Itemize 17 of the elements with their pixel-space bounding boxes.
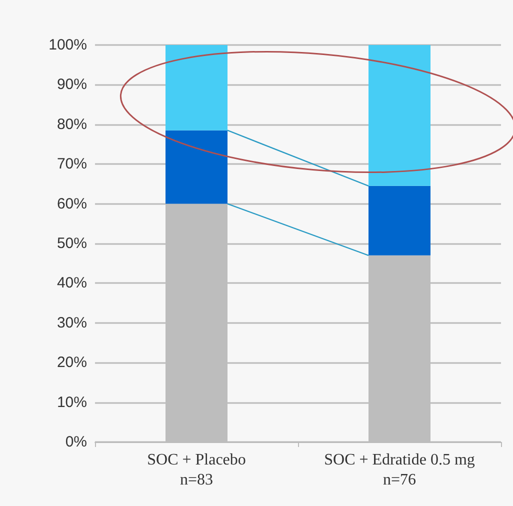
y-tick-label: 50% xyxy=(56,235,87,252)
y-tick-label: 40% xyxy=(56,274,87,292)
y-tick-label: 70% xyxy=(56,156,87,173)
bar xyxy=(368,186,430,256)
y-tick-label: 90% xyxy=(56,76,87,94)
y-tick-label: 10% xyxy=(56,394,87,411)
bar xyxy=(166,130,228,204)
x-tick-label: SOC + Placebo n=83 xyxy=(147,452,246,488)
bar xyxy=(368,45,430,186)
x-tick-label: SOC + Edratide 0.5 mg n=76 xyxy=(324,452,475,488)
bar xyxy=(166,45,228,130)
y-tick-label: 0% xyxy=(65,434,87,450)
y-tick-label: 30% xyxy=(56,314,87,332)
y-tick-label: 80% xyxy=(56,116,87,133)
y-tick-label: 100% xyxy=(48,36,87,54)
y-tick-label: 60% xyxy=(56,195,87,212)
y-tick-label: 20% xyxy=(56,354,87,372)
